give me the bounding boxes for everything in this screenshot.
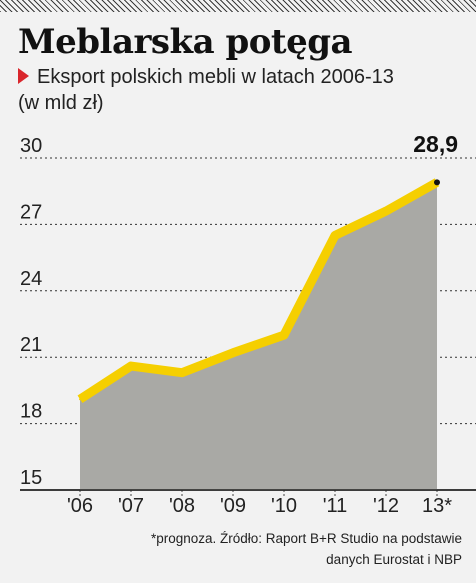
series-line xyxy=(77,178,440,404)
x-tick-label: '11 xyxy=(323,495,348,517)
chart-subtitle: Eksport polskich mebli w latach 2006-13 xyxy=(18,64,394,90)
x-tick-label: '07 xyxy=(118,495,144,517)
x-tick-label: '10 xyxy=(271,495,297,517)
red-triangle-icon xyxy=(18,68,29,84)
x-tick-label: '12 xyxy=(373,495,399,517)
y-tick-label: 15 xyxy=(20,467,42,489)
x-tick-label: '06 xyxy=(67,495,93,517)
y-tick-label: 27 xyxy=(20,201,42,223)
header-hatch-decoration xyxy=(0,0,476,12)
y-tick-label: 18 xyxy=(20,401,42,423)
y-tick-label: 21 xyxy=(20,334,42,356)
data-point xyxy=(334,234,336,237)
footnote-line-2: danych Eurostat i NBP xyxy=(326,552,462,567)
source-footnote: *prognoza. Źródło: Raport B+R Studio na … xyxy=(132,528,462,570)
chart-title: Meblarska potęga xyxy=(18,22,353,62)
series-area xyxy=(20,178,476,491)
data-point xyxy=(79,398,81,401)
unit-label: (w mld zł) xyxy=(18,92,104,114)
y-tick-label: 24 xyxy=(20,268,42,290)
series-area-fill xyxy=(80,182,437,490)
data-point xyxy=(232,351,234,354)
x-tick-label: '08 xyxy=(169,495,195,517)
last-data-point-marker xyxy=(434,179,440,186)
last-value-data-label: 28,9 xyxy=(413,131,458,157)
x-tick-label: 13* xyxy=(422,495,452,517)
x-tick-label: '09 xyxy=(220,495,246,517)
data-labels: 28,9 xyxy=(413,131,458,157)
y-axis-ticks: 15 18 21 24 27 30 xyxy=(20,135,42,489)
data-point xyxy=(181,371,183,374)
x-axis-ticks: '06 '07 '08 '09 '10 '11 '12 13* xyxy=(67,495,452,517)
y-tick-label: 30 xyxy=(20,135,42,157)
footnote-line-1: *prognoza. Źródło: Raport B+R Studio na … xyxy=(150,531,462,546)
data-point xyxy=(130,365,132,368)
chart-subtitle-text: Eksport polskich mebli w latach 2006-13 xyxy=(37,66,394,88)
data-point xyxy=(283,334,285,337)
data-point xyxy=(385,210,387,213)
